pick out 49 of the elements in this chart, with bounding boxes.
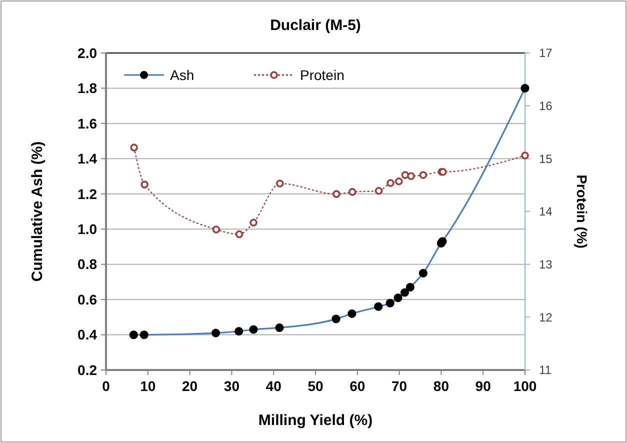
x-tick-label: 40 bbox=[266, 378, 282, 394]
point bbox=[386, 179, 394, 187]
point bbox=[419, 171, 428, 179]
point bbox=[235, 230, 244, 238]
legend-label: Protein bbox=[300, 66, 344, 83]
point bbox=[394, 177, 403, 186]
y-tick-label: 1.4 bbox=[78, 150, 98, 167]
x-tick-label: 50 bbox=[308, 378, 324, 394]
x-tick-label: 60 bbox=[350, 378, 366, 394]
point bbox=[332, 190, 340, 198]
y2-tick-label: 13 bbox=[539, 258, 553, 272]
point bbox=[276, 180, 284, 188]
y2-tick-label: 11 bbox=[539, 363, 552, 378]
y2-axis-title: Protein (%) bbox=[574, 174, 590, 248]
y-tick-label: 1.6 bbox=[78, 115, 98, 132]
chart-title: Duclair (M-5) bbox=[270, 17, 361, 34]
point bbox=[521, 152, 529, 160]
x-tick-label: 80 bbox=[433, 378, 450, 394]
y2-tick-label: 14 bbox=[539, 204, 553, 219]
y-tick-label: 1.2 bbox=[78, 186, 98, 202]
x-tick-label: 90 bbox=[475, 378, 492, 394]
point bbox=[250, 218, 258, 226]
x-tick-label: 10 bbox=[140, 378, 156, 394]
x-tick-label: 100 bbox=[513, 378, 537, 394]
y-tick-label: 0.4 bbox=[78, 326, 98, 343]
legend-label: Ash bbox=[170, 66, 194, 83]
y2-tick-label: 15 bbox=[539, 152, 553, 166]
y2-tick-label: 17 bbox=[539, 46, 553, 60]
x-tick-label: 0 bbox=[102, 378, 110, 394]
point bbox=[130, 144, 138, 152]
point bbox=[401, 171, 410, 179]
y-tick-label: 1.8 bbox=[78, 80, 98, 96]
point bbox=[140, 180, 148, 188]
x-tick-label: 20 bbox=[182, 378, 198, 394]
y-tick-label: 2.0 bbox=[78, 44, 98, 61]
y-tick-label: 0.6 bbox=[78, 291, 98, 308]
y-tick-label: 1.0 bbox=[78, 221, 98, 238]
point bbox=[212, 226, 220, 234]
x-tick-label: 30 bbox=[224, 378, 240, 394]
y2-tick-label: 12 bbox=[539, 310, 553, 324]
point bbox=[348, 188, 356, 196]
x-tick-label: 70 bbox=[392, 378, 408, 394]
y-axis-title: Cumulative Ash (%) bbox=[29, 141, 46, 282]
x-axis-title: Milling Yield (%) bbox=[258, 412, 373, 429]
y-tick-label: 0.2 bbox=[78, 362, 98, 378]
y2-tick-label: 16 bbox=[539, 99, 553, 114]
point bbox=[407, 172, 415, 180]
point bbox=[374, 186, 383, 195]
y-tick-label: 0.8 bbox=[78, 256, 98, 272]
